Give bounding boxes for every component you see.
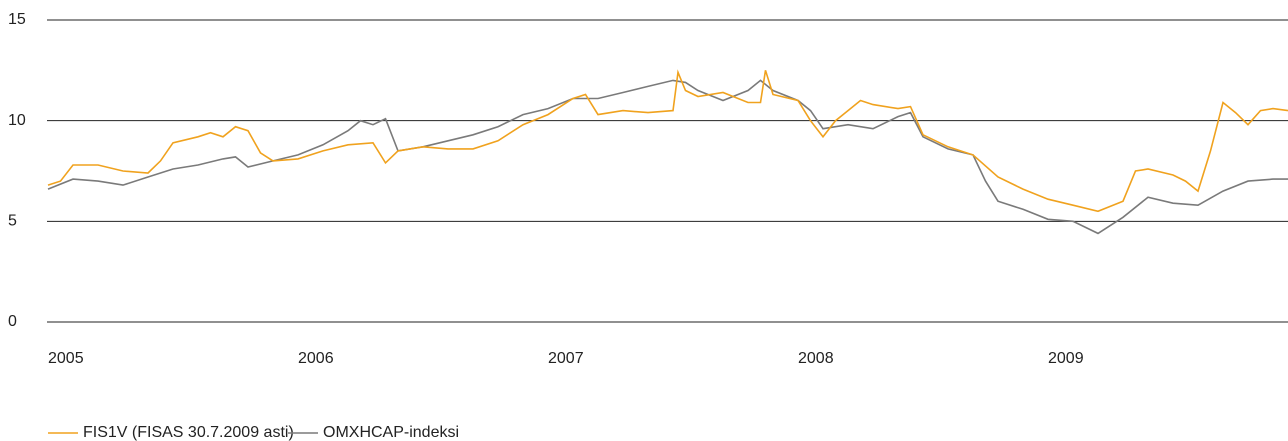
y-tick-label: 10	[8, 112, 26, 129]
x-tick-label: 2006	[298, 350, 334, 367]
x-tick-label: 2005	[48, 350, 84, 367]
series-line	[47, 79, 1288, 235]
x-tick-label: 2007	[548, 350, 584, 367]
x-tick-label: 2009	[1048, 350, 1084, 367]
y-tick-label: 15	[8, 11, 26, 28]
legend-label: OMXHCAP-indeksi	[323, 424, 459, 441]
series-line	[47, 69, 1288, 213]
legend-label: FIS1V (FISAS 30.7.2009 asti)	[83, 424, 294, 441]
y-tick-label: 0	[8, 313, 17, 330]
x-tick-label: 2008	[798, 350, 834, 367]
y-tick-label: 5	[8, 213, 17, 230]
